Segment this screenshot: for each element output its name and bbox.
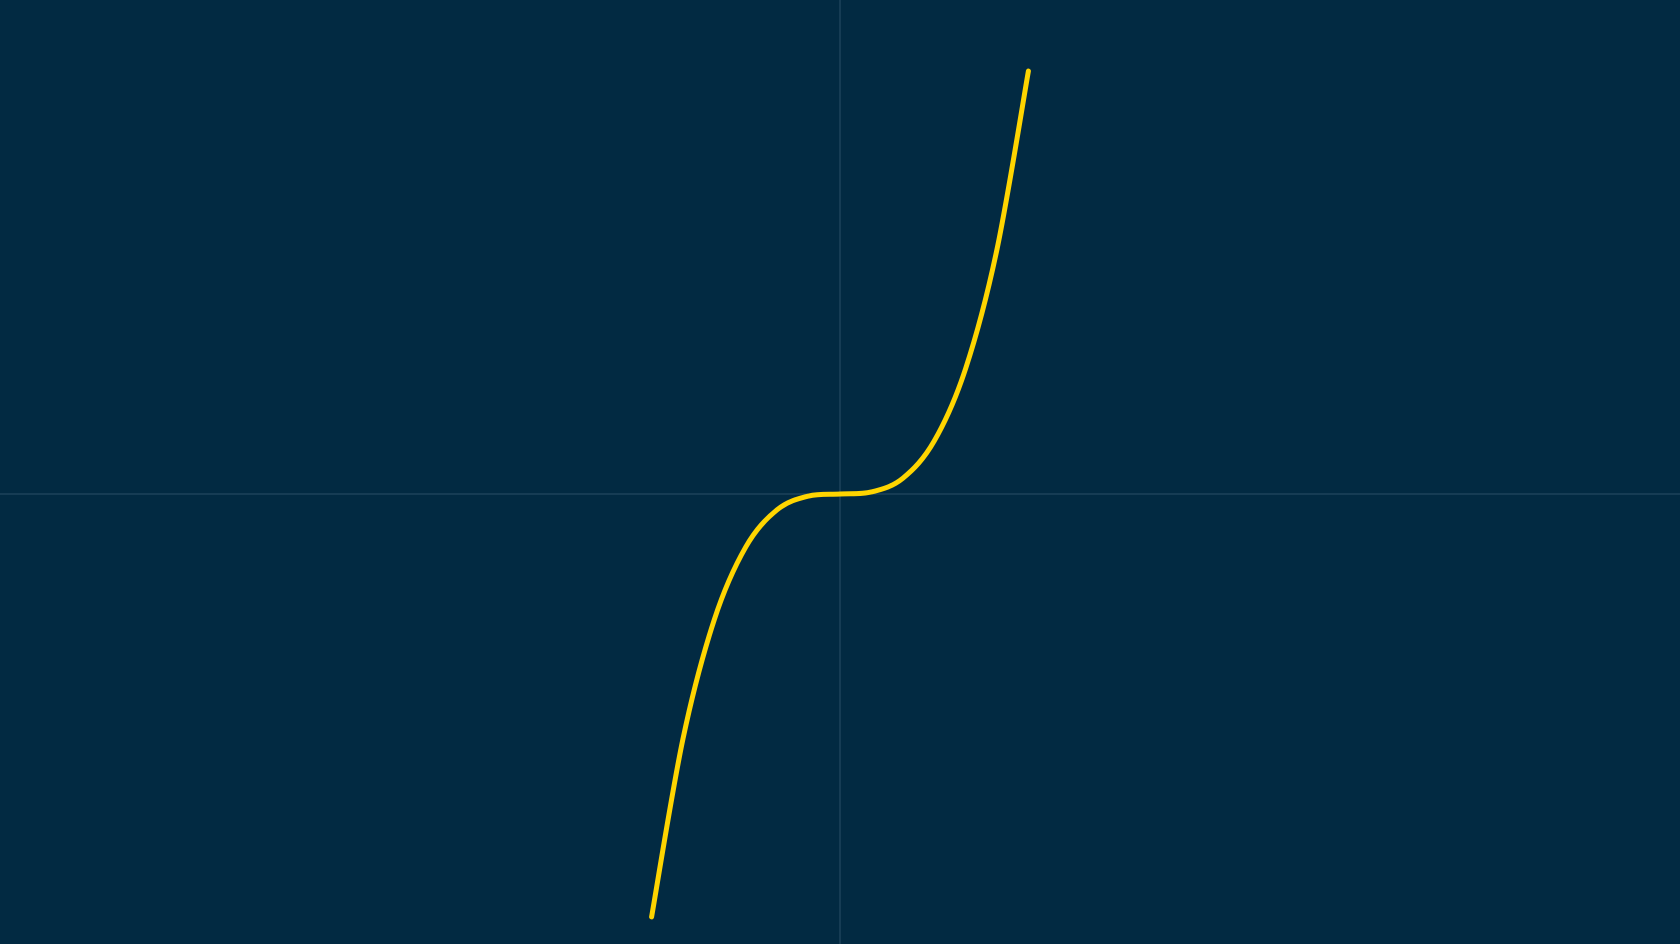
data-series-line [649, 68, 1031, 920]
